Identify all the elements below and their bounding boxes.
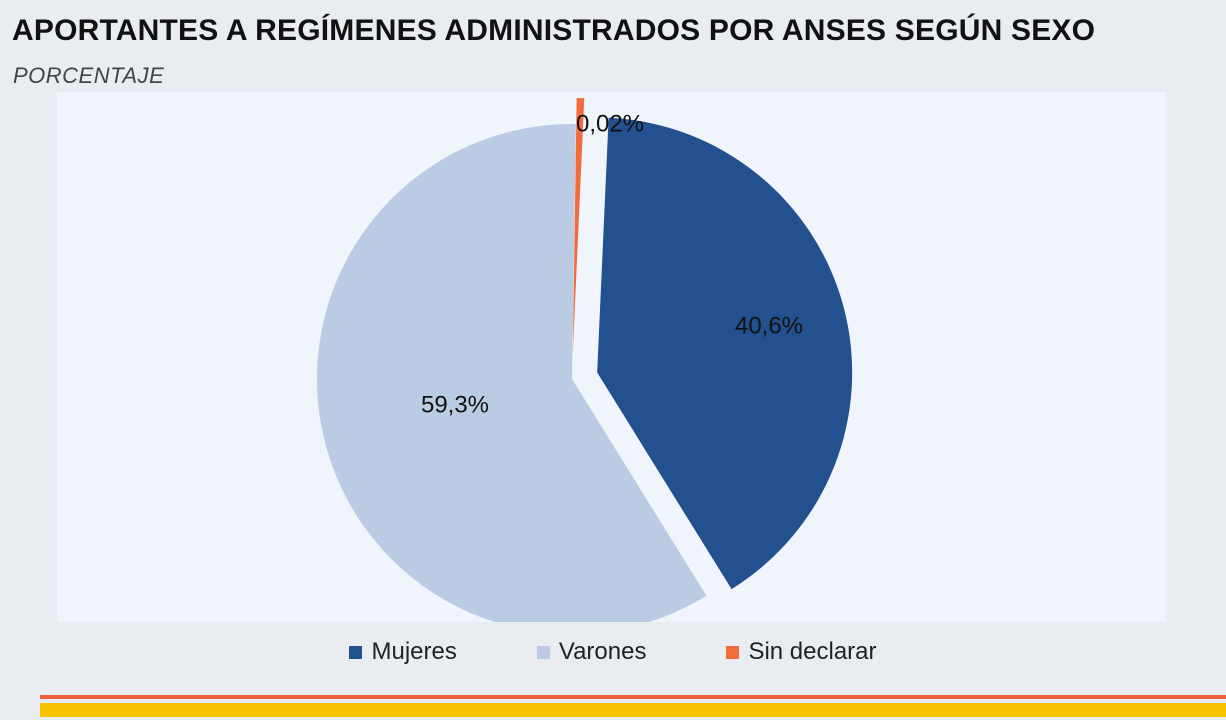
legend-swatch: [726, 645, 740, 659]
footer-stripe-orange: [40, 695, 1226, 699]
chart-title: APORTANTES A REGÍMENES ADMINISTRADOS POR…: [12, 14, 1096, 47]
data-label-sin-declarar: 0,02%: [576, 110, 644, 137]
data-label-varones: 59,3%: [421, 391, 489, 418]
legend-label: Mujeres: [371, 638, 457, 665]
pie-slice-sin-declarar: [572, 98, 585, 354]
pie-slice-varones: [317, 124, 707, 622]
legend-swatch: [349, 645, 363, 659]
pie-slice-mujeres: [597, 117, 853, 590]
plot-area: 40,6% 59,3% 0,02%: [57, 92, 1166, 622]
legend-item-varones: Varones: [536, 638, 647, 666]
legend-swatch: [536, 645, 550, 659]
footer-stripe-yellow: [40, 703, 1226, 717]
legend: Mujeres Varones Sin declarar: [0, 638, 1226, 666]
chart-subtitle: PORCENTAJE: [13, 63, 165, 88]
data-label-mujeres: 40,6%: [735, 312, 803, 339]
legend-label: Varones: [558, 638, 647, 665]
legend-item-sin-declarar: Sin declarar: [726, 638, 877, 666]
legend-item-mujeres: Mujeres: [349, 638, 457, 666]
legend-label: Sin declarar: [748, 638, 877, 665]
pie-chart: 40,6% 59,3% 0,02%: [317, 98, 853, 622]
